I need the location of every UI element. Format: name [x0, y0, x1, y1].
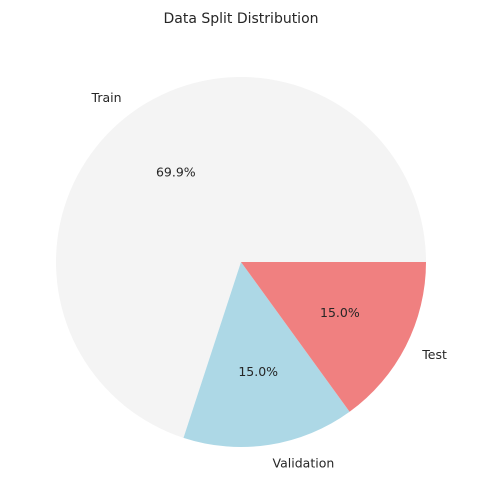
pie-slice-test: [241, 262, 426, 412]
pie-slice-train: [55, 77, 426, 438]
slice-label-test: Test: [421, 347, 447, 362]
chart-title: Data Split Distribution: [163, 11, 318, 27]
pie-slice-validation: [183, 262, 350, 447]
slice-label-validation: Validation: [273, 456, 335, 471]
slice-label-train: Train: [91, 90, 122, 105]
pct-label-validation: 15.0%: [238, 364, 278, 379]
pie-slices: [55, 77, 426, 447]
pct-label-test: 15.0%: [320, 305, 360, 320]
pct-label-train: 69.9%: [156, 165, 196, 180]
pie-labels: 69.9% Train 15.0% Validation 15.0% Test: [91, 90, 447, 471]
